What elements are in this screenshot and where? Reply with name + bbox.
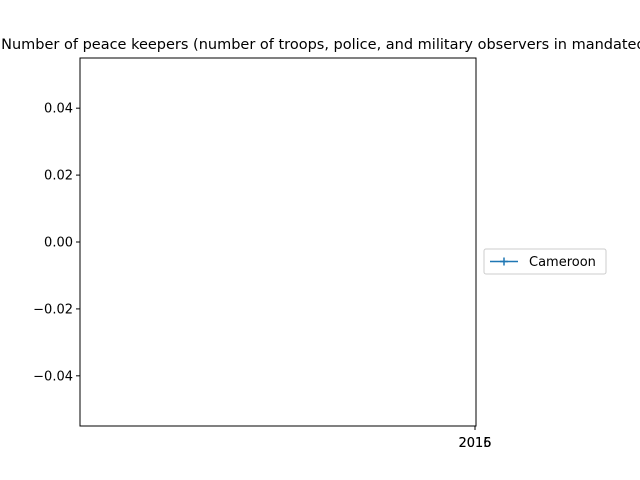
y-tick-label: 0.04 [44,102,73,117]
y-tick-label: 0.00 [44,236,73,251]
chart-title: Number of peace keepers (number of troop… [1,37,640,53]
legend-swatch-marker [500,257,508,266]
y-axis: 0.04 0.02 0.00 −0.02 −0.04 [33,102,80,384]
y-tick-label: −0.04 [33,369,73,384]
y-tick-label: −0.02 [33,302,73,317]
x-tick-label-2015: 2015 [458,436,491,451]
legend: Cameroon [483,248,607,275]
plot-area-frame [79,57,477,427]
y-tick-label: 0.02 [44,169,73,184]
legend-label-cameroon: Cameroon [529,255,596,270]
legend-box [483,248,607,275]
x-tick-label-2016: 2016 [458,436,491,451]
